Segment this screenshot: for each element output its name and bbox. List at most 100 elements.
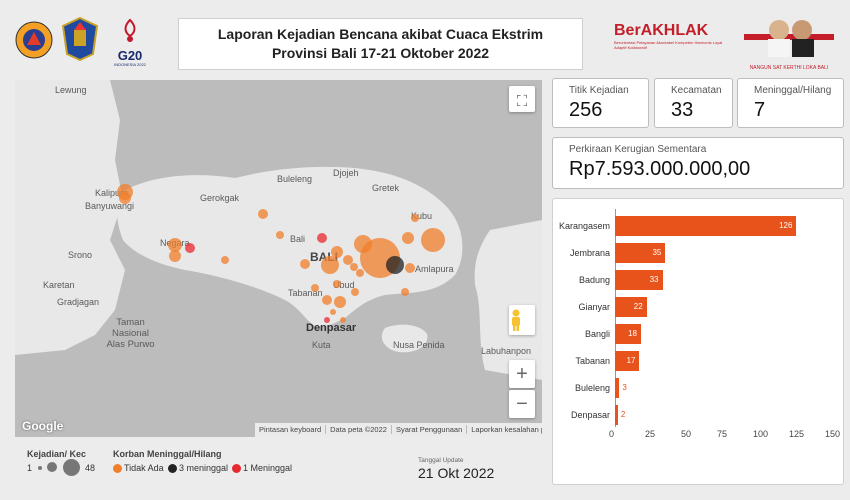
chart-bar[interactable]: 18 — [615, 324, 641, 344]
pegman-icon — [512, 309, 520, 331]
incident-bubble[interactable] — [185, 243, 195, 253]
chart-bar-value: 22 — [633, 302, 643, 311]
chart-bar[interactable]: 17 — [615, 351, 640, 371]
fullscreen-button[interactable]: ⛶ — [509, 86, 535, 112]
incident-bubble[interactable] — [421, 228, 445, 252]
chart-bar[interactable] — [615, 405, 618, 425]
titik-kejadian-card: Titik Kejadian 256 — [552, 78, 649, 128]
incident-bubble[interactable] — [322, 295, 332, 305]
kecamatan-value: 33 — [671, 99, 694, 121]
map-label-lewung: Lewung — [55, 85, 87, 95]
chart-bar[interactable]: 33 — [615, 270, 663, 290]
incident-bubble[interactable] — [276, 231, 284, 239]
incident-bubble[interactable] — [321, 256, 339, 274]
chart-category-label: Jembrana — [569, 248, 610, 258]
incident-bubble[interactable] — [330, 309, 336, 315]
incident-bubble[interactable] — [402, 232, 414, 244]
map-footer-report[interactable]: Laporkan kesalahan peta — [466, 425, 542, 434]
g20-label: G20 — [117, 48, 143, 63]
map-label-gradjagan: Gradjagan — [57, 297, 100, 307]
zoom-out-button[interactable]: − — [509, 390, 535, 418]
legend-korban-title: Korban Meninggal/Hilang — [113, 449, 222, 459]
incident-bubble[interactable] — [331, 246, 343, 258]
titik-kejadian-label: Titik Kejadian — [569, 85, 629, 96]
incident-bubble[interactable] — [119, 192, 131, 204]
kerugian-value: Rp7.593.000.000,00 — [569, 158, 751, 180]
kerugian-card: Perkiraan Kerugian Sementara Rp7.593.000… — [552, 137, 844, 189]
map-label-buleleng: Buleleng — [277, 174, 313, 184]
map-label-denpasar: Denpasar — [306, 322, 357, 334]
incident-bubble[interactable] — [350, 263, 358, 271]
map-footer: Pintasan keyboard Data peta ©2022 Syarat P… — [255, 423, 542, 437]
governor-logo: NANGUN SAT KERTHI LOKA BALI — [744, 12, 834, 71]
map-footer-terms[interactable]: Syarat Penggunaan — [390, 425, 467, 434]
map-label-amlapura: Amlapura — [415, 264, 454, 274]
map-label-karetan: Karetan — [43, 280, 75, 290]
incident-bubble[interactable] — [311, 284, 319, 292]
bpbd-logo — [14, 20, 54, 60]
map-footer-shortcuts[interactable]: Pintasan keyboard — [259, 425, 322, 434]
kerugian-label: Perkiraan Kerugian Sementara — [569, 144, 707, 155]
chart-bar-value: 2 — [620, 410, 626, 419]
incident-bubble[interactable] — [343, 255, 353, 265]
g20-sub: INDONESIA 2022 — [114, 62, 146, 67]
berakhlak-label: BerAKHLAK — [614, 22, 709, 39]
chart-x-tick: 50 — [681, 429, 692, 439]
chart-axis-line — [615, 209, 616, 427]
titik-kejadian-value: 256 — [569, 99, 603, 121]
report-title-line1: Laporan Kejadian Bencana akibat Cuaca Ek… — [217, 26, 544, 42]
berakhlak-sub: Berorientasi Pelayanan Akuntabel Kompete… — [614, 40, 723, 50]
chart-category-label: Buleleng — [574, 383, 610, 393]
incident-bubble[interactable] — [169, 250, 181, 262]
chart-bar[interactable]: 35 — [615, 243, 666, 263]
chart-x-tick: 75 — [717, 429, 728, 439]
incident-bubble[interactable] — [300, 259, 310, 269]
chart-x-tick: 100 — [753, 429, 769, 439]
incident-bubble[interactable] — [401, 288, 409, 296]
legend-korban-label: 1 Meninggal — [243, 463, 293, 473]
incident-bubble[interactable] — [356, 269, 364, 277]
incident-bubble[interactable] — [258, 209, 268, 219]
chart-bar[interactable]: 126 — [615, 216, 797, 236]
chart-category-label: Tabanan — [575, 356, 610, 366]
incident-bubble[interactable] — [324, 317, 330, 323]
legend-size-large — [63, 459, 80, 476]
incident-bubble[interactable] — [168, 238, 182, 252]
map-label-tabanan: Tabanan — [288, 288, 323, 298]
map-label-kubu: Kubu — [411, 211, 433, 221]
map-label-kuta: Kuta — [312, 340, 331, 350]
zoom-in-button[interactable]: + — [509, 360, 535, 388]
chart-category-label: Bangli — [584, 329, 610, 339]
legend-kejadian-min: 1 — [27, 463, 33, 473]
incident-bubble[interactable] — [317, 233, 327, 243]
chart-bar[interactable]: 22 — [615, 297, 647, 317]
map-label-taman: Taman Nasional Alas Purwo — [106, 317, 155, 350]
legend-korban-label: 3 meninggal — [179, 463, 229, 473]
google-logo[interactable]: Google — [22, 419, 64, 433]
incident-bubble[interactable] — [333, 280, 341, 288]
meninggal-value: 7 — [754, 99, 766, 121]
legend-size-small — [38, 466, 42, 470]
pegman-button[interactable] — [509, 305, 535, 335]
chart-x-tick: 150 — [825, 429, 841, 439]
legend-korban-dot — [113, 464, 122, 473]
legend-korban-dot — [168, 464, 177, 473]
incident-bubble[interactable] — [340, 317, 346, 323]
chart-bar-value: 126 — [779, 221, 793, 230]
incident-bubble[interactable] — [386, 256, 404, 274]
map-label-ubud: Ubud — [333, 280, 355, 290]
incident-bubble[interactable] — [334, 296, 346, 308]
map-label-bali-small: Bali — [290, 234, 306, 244]
update-value: 21 Okt 2022 — [418, 465, 495, 481]
incident-bubble[interactable] — [221, 256, 229, 264]
incident-bubble[interactable] — [351, 288, 359, 296]
incident-bubble[interactable] — [411, 214, 419, 222]
legend-kejadian-title: Kejadian/ Kec — [27, 449, 87, 459]
map-view[interactable]: Lewung Kalipuro Banyuwangi Gerokgak Bule… — [15, 80, 542, 437]
map-label-srono: Srono — [68, 250, 93, 260]
bali-province-logo — [60, 16, 100, 62]
chart-x-tick: 0 — [609, 429, 615, 439]
incident-bubble[interactable] — [405, 263, 415, 273]
chart-bar[interactable] — [615, 378, 620, 398]
kecamatan-label: Kecamatan — [671, 85, 722, 96]
